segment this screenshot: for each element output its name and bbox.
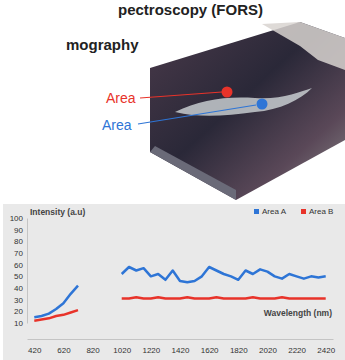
axis-line <box>27 219 28 324</box>
tick: 90 <box>14 226 27 235</box>
tick-label: 50 <box>14 272 23 281</box>
axis-line <box>28 339 334 340</box>
marker-dot <box>257 99 268 110</box>
image-label: Area <box>106 90 136 106</box>
y-axis-title: Intensity (a.u) <box>30 207 85 217</box>
arrow <box>140 92 222 98</box>
tick-label: 70 <box>14 249 23 258</box>
tick: 1620 <box>201 339 219 355</box>
y-axis: 10 20 30 40 50 60 70 80 90 100 <box>10 214 28 328</box>
tick-label: 2220 <box>288 346 306 355</box>
tick: 60 <box>14 261 27 270</box>
legend-swatch <box>254 209 259 214</box>
tick-label: 10 <box>14 319 23 328</box>
tick: 20 <box>14 307 27 316</box>
series-line <box>34 297 325 320</box>
tick: 1420 <box>172 339 190 355</box>
tick-label: 420 <box>28 346 42 355</box>
legend-label: Area A <box>262 207 287 216</box>
tick: 100 <box>10 214 27 223</box>
tick: 10 <box>14 319 27 328</box>
tick: 420 <box>28 339 42 355</box>
plot-lines <box>34 267 325 321</box>
tick-label: 820 <box>86 346 100 355</box>
tick: 820 <box>86 339 100 355</box>
legend-label: Area B <box>309 207 333 216</box>
tick-label: 40 <box>14 284 23 293</box>
arrow <box>138 105 256 124</box>
tick: 1820 <box>230 339 248 355</box>
page: pectroscopy (FORS) mography Area Area 420 620… <box>0 0 345 360</box>
tick-label: 60 <box>14 261 23 270</box>
tick: 80 <box>14 237 27 246</box>
tick: 50 <box>14 272 27 281</box>
tick-label: 1020 <box>113 346 131 355</box>
tick-label: 2020 <box>259 346 277 355</box>
image-label: Area <box>102 117 132 133</box>
header-title: pectroscopy (FORS) <box>118 1 263 18</box>
tick-label: 1220 <box>142 346 160 355</box>
header-subtitle: mography <box>66 36 139 53</box>
image-highlight <box>262 22 345 70</box>
chart-background <box>3 204 345 360</box>
x-axis: 420 620 820 1020 1220 1420 1620 1820 2020 2220 242… <box>28 339 336 355</box>
tick-label: 620 <box>57 346 71 355</box>
tick: 70 <box>14 249 27 258</box>
tick-label: 20 <box>14 307 23 316</box>
tick: 2020 <box>259 339 277 355</box>
tick: 1020 <box>113 339 131 355</box>
tick-label: 90 <box>14 226 23 235</box>
tick-label: 80 <box>14 237 23 246</box>
marker-dot <box>222 87 233 98</box>
tick-label: 1620 <box>201 346 219 355</box>
tick-label: 30 <box>14 296 23 305</box>
tick: 30 <box>14 296 27 305</box>
tick-label: 1820 <box>230 346 248 355</box>
legend: Area A Area B <box>254 207 333 216</box>
tick: 1220 <box>142 339 160 355</box>
legend-swatch <box>301 209 306 214</box>
tick-label: 1420 <box>172 346 190 355</box>
tomography-image <box>150 22 345 200</box>
tick: 40 <box>14 284 27 293</box>
image-streak <box>175 88 312 116</box>
tick: 2420 <box>317 339 335 355</box>
series-line <box>34 267 325 317</box>
tick-label: 2420 <box>317 346 335 355</box>
tick: 620 <box>57 339 71 355</box>
tick-label: 100 <box>10 214 24 223</box>
image-shadow <box>150 146 236 200</box>
tick: 2220 <box>288 339 306 355</box>
x-axis-title: Wavelength (nm) <box>264 308 332 318</box>
